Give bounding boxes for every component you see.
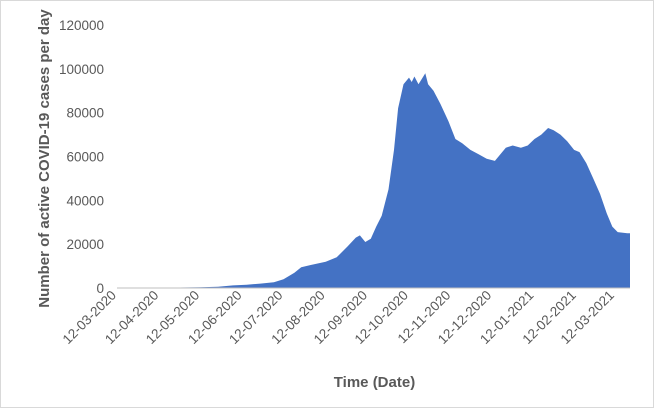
x-axis-title: Time (Date) <box>334 374 415 391</box>
active-cases-area <box>117 73 630 288</box>
y-tick-label: 120000 <box>59 18 104 33</box>
y-tick-label: 60000 <box>66 150 104 165</box>
y-tick-label: 0 <box>96 281 104 296</box>
x-axis-ticks: 12-03-202012-04-202012-05-202012-06-2020… <box>60 288 617 347</box>
y-axis-title: Number of active COVID-19 cases per day <box>36 9 53 308</box>
y-tick-label: 20000 <box>66 237 104 252</box>
y-axis-ticks: 0 20000 40000 60000 80000 100000 120000 <box>59 18 104 296</box>
y-tick-label: 80000 <box>66 106 104 121</box>
y-tick-label: 100000 <box>59 62 104 77</box>
y-tick-label: 40000 <box>66 193 104 208</box>
